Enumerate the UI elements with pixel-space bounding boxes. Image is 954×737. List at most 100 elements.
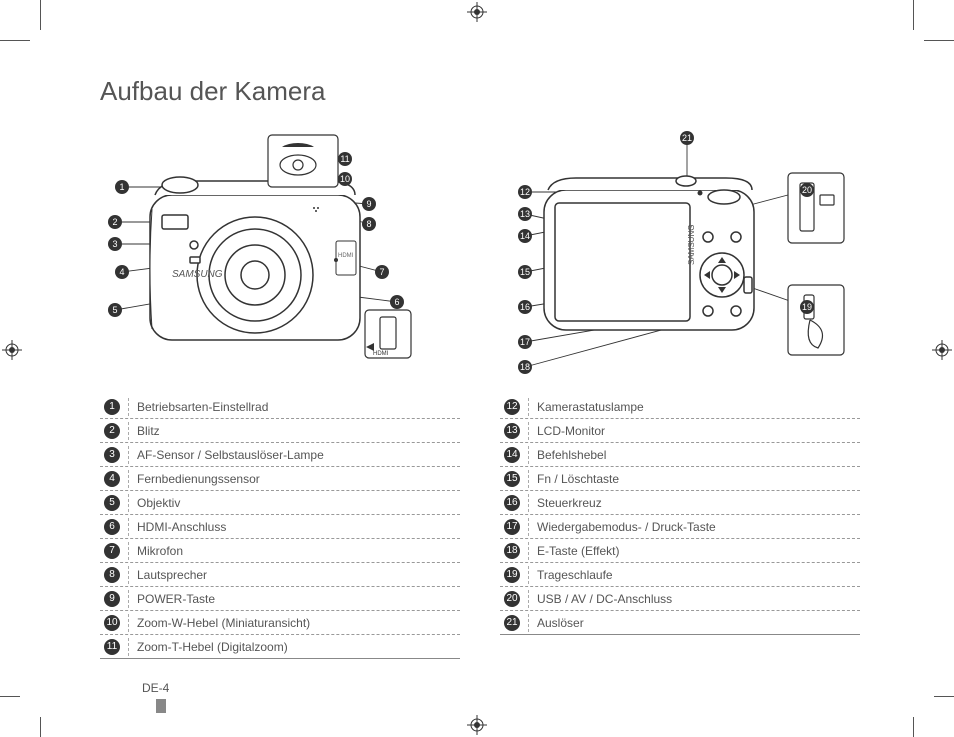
callout-bubble: 8 xyxy=(362,217,376,231)
legend-separator xyxy=(528,398,529,416)
legend-separator xyxy=(128,590,129,608)
legend-separator xyxy=(528,542,529,560)
legend-separator xyxy=(128,614,129,632)
legend-label: Zoom-W-Hebel (Miniaturansicht) xyxy=(137,616,310,630)
legend-label: Fn / Löschtaste xyxy=(537,472,619,486)
front-view-column: HDMI SAMSUNG xyxy=(100,125,460,659)
legend-separator xyxy=(128,470,129,488)
svg-text:HDMI: HDMI xyxy=(373,351,389,357)
legend-row: 9POWER-Taste xyxy=(100,587,460,611)
callout-bubble: 14 xyxy=(518,229,532,243)
back-view-column: SAMSUNG 12131415161718192021 xyxy=(500,125,860,659)
crop-mark xyxy=(934,696,954,697)
callout-bubble: 21 xyxy=(680,131,694,145)
callout-bubble: 4 xyxy=(115,265,129,279)
legend-row: 14Befehlshebel xyxy=(500,443,860,467)
crop-mark xyxy=(0,40,30,41)
callout-bubble: 2 xyxy=(108,215,122,229)
legend-label: Zoom-T-Hebel (Digitalzoom) xyxy=(137,640,288,654)
legend-row: 11Zoom-T-Hebel (Digitalzoom) xyxy=(100,635,460,659)
camera-back-svg: SAMSUNG xyxy=(500,125,860,385)
legend-label: HDMI-Anschluss xyxy=(137,520,226,534)
legend-separator xyxy=(528,590,529,608)
legend-number-badge: 18 xyxy=(504,543,520,559)
legend-label: Betriebsarten-Einstellrad xyxy=(137,400,268,414)
legend-number-badge: 17 xyxy=(504,519,520,535)
legend-number-badge: 9 xyxy=(104,591,120,607)
registration-mark-icon xyxy=(467,2,487,22)
crop-mark xyxy=(40,717,41,737)
legend-row: 15 Fn / Löschtaste xyxy=(500,467,860,491)
svg-text:HDMI: HDMI xyxy=(338,253,354,259)
legend-row: 3 AF-Sensor / Selbstauslöser-Lampe xyxy=(100,443,460,467)
callout-bubble: 3 xyxy=(108,237,122,251)
callout-bubble: 15 xyxy=(518,265,532,279)
legend-row: 16Steuerkreuz xyxy=(500,491,860,515)
legend-separator xyxy=(528,518,529,536)
legend-label: AF-Sensor / Selbstauslöser-Lampe xyxy=(137,448,324,462)
camera-front-diagram: HDMI SAMSUNG xyxy=(100,125,460,385)
back-legend: 12 Kamerastatuslampe 13 LCD-Monitor 14Befehl… xyxy=(500,395,860,635)
page-content: Aufbau der Kamera xyxy=(100,76,860,659)
callout-bubble: 20 xyxy=(800,183,814,197)
legend-row: 2Blitz xyxy=(100,419,460,443)
legend-label: Mikrofon xyxy=(137,544,183,558)
legend-label: Kamerastatuslampe xyxy=(537,400,644,414)
callout-bubble: 10 xyxy=(338,172,352,186)
legend-row: 21 Auslöser xyxy=(500,611,860,635)
callout-bubble: 13 xyxy=(518,207,532,221)
legend-separator xyxy=(528,566,529,584)
page-title: Aufbau der Kamera xyxy=(100,76,860,107)
legend-separator xyxy=(128,542,129,560)
legend-row: 7Mikrofon xyxy=(100,539,460,563)
svg-text:SAMSUNG: SAMSUNG xyxy=(172,269,223,280)
legend-separator xyxy=(528,422,529,440)
page-bar-icon xyxy=(156,699,166,713)
legend-number-badge: 4 xyxy=(104,471,120,487)
callout-bubble: 17 xyxy=(518,335,532,349)
legend-number-badge: 14 xyxy=(504,447,520,463)
legend-number-badge: 12 xyxy=(504,399,520,415)
legend-label: Wiedergabemodus- / Druck-Taste xyxy=(537,520,716,534)
legend-number-badge: 21 xyxy=(504,615,520,631)
registration-mark-icon xyxy=(932,340,952,360)
callout-bubble: 12 xyxy=(518,185,532,199)
legend-separator xyxy=(128,446,129,464)
legend-label: Blitz xyxy=(137,424,160,438)
camera-back-diagram: SAMSUNG 12131415161718192021 xyxy=(500,125,860,385)
svg-text:T: T xyxy=(313,150,318,157)
legend-label: Fernbedienungssensor xyxy=(137,472,260,486)
legend-label: E-Taste (Effekt) xyxy=(537,544,619,558)
legend-separator xyxy=(528,470,529,488)
legend-separator xyxy=(128,494,129,512)
callout-bubble: 1 xyxy=(115,180,129,194)
legend-number-badge: 10 xyxy=(104,615,120,631)
legend-number-badge: 15 xyxy=(504,471,520,487)
camera-front-svg: HDMI SAMSUNG xyxy=(100,125,460,385)
legend-row: 8Lautsprecher xyxy=(100,563,460,587)
legend-row: 18 E-Taste (Effekt) xyxy=(500,539,860,563)
callout-bubble: 18 xyxy=(518,360,532,374)
legend-row: 13 LCD-Monitor xyxy=(500,419,860,443)
legend-separator xyxy=(128,422,129,440)
legend-row: 19Trageschlaufe xyxy=(500,563,860,587)
svg-text:W: W xyxy=(277,150,284,157)
callout-bubble: 6 xyxy=(390,295,404,309)
legend-number-badge: 13 xyxy=(504,423,520,439)
legend-label: Auslöser xyxy=(537,616,584,630)
crop-mark xyxy=(913,0,914,30)
columns: HDMI SAMSUNG xyxy=(100,125,860,659)
legend-number-badge: 3 xyxy=(104,447,120,463)
registration-mark-icon xyxy=(467,715,487,735)
legend-separator xyxy=(128,566,129,584)
page-number: DE-4 xyxy=(142,681,169,695)
legend-number-badge: 16 xyxy=(504,495,520,511)
legend-separator xyxy=(128,638,129,656)
legend-number-badge: 6 xyxy=(104,519,120,535)
crop-mark xyxy=(924,40,954,41)
legend-number-badge: 20 xyxy=(504,591,520,607)
legend-label: LCD-Monitor xyxy=(537,424,605,438)
registration-mark-icon xyxy=(2,340,22,360)
legend-number-badge: 8 xyxy=(104,567,120,583)
legend-row: 1Betriebsarten-Einstellrad xyxy=(100,395,460,419)
